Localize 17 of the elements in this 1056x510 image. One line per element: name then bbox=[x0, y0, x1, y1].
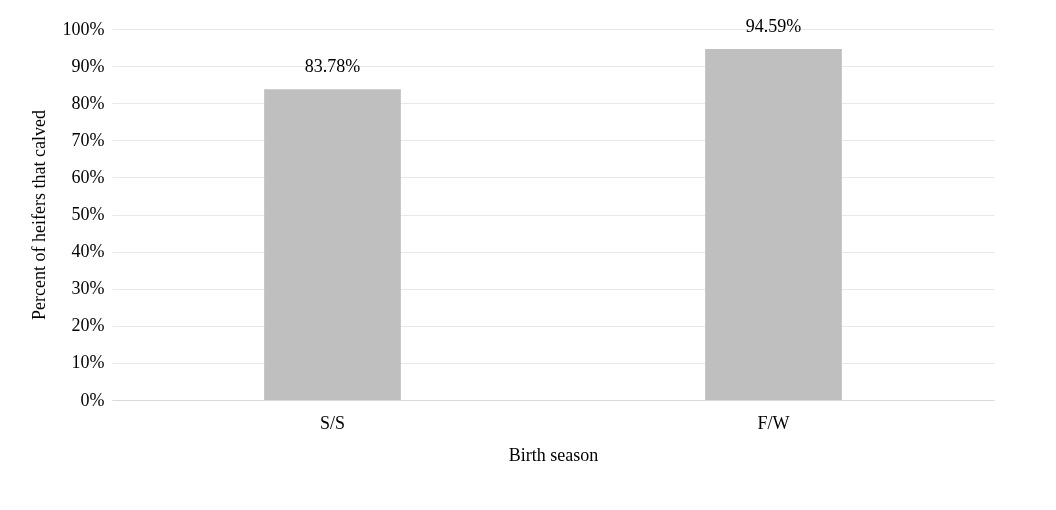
y-axis-title: Percent of heifers that calved bbox=[28, 110, 49, 320]
data-label: 94.59% bbox=[745, 16, 802, 37]
y-tick-label: 10% bbox=[71, 352, 105, 373]
x-tick-label: F/W bbox=[757, 412, 790, 433]
y-tick-label: 70% bbox=[71, 129, 105, 150]
y-tick-label: 40% bbox=[71, 241, 105, 262]
x-axis-title: Birth season bbox=[508, 444, 599, 465]
y-tick-label: 90% bbox=[71, 55, 105, 76]
y-tick-label: 60% bbox=[71, 166, 105, 187]
y-tick-label: 50% bbox=[71, 204, 105, 224]
y-tick-label: 20% bbox=[71, 315, 105, 336]
y-tick-label: 100% bbox=[62, 18, 105, 39]
data-label: 83.78% bbox=[304, 56, 361, 77]
y-tick-label: 0% bbox=[80, 389, 105, 410]
y-tick-label: 30% bbox=[71, 278, 105, 299]
y-tick-label: 80% bbox=[71, 92, 105, 113]
x-tick-label: S/S bbox=[319, 412, 346, 433]
